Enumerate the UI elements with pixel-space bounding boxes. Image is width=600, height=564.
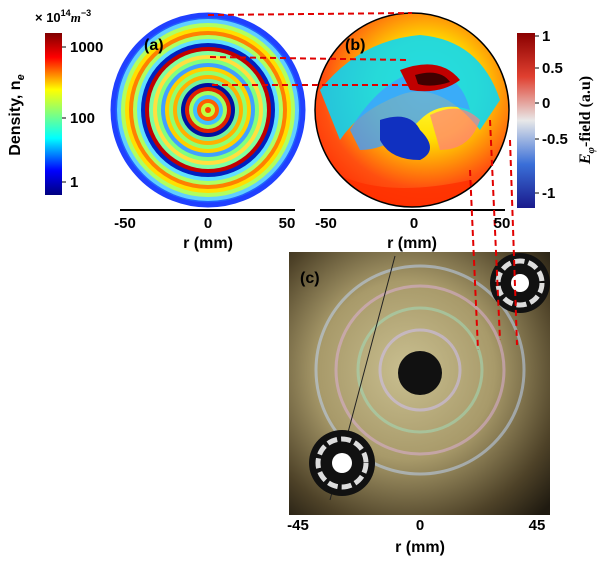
x-tick-label: -50 xyxy=(114,215,136,232)
tick-label: 0 xyxy=(542,95,550,112)
x-axis-label: r (mm) xyxy=(183,235,233,252)
colorbar-title: Eφ-field (a.u) xyxy=(577,76,597,165)
colorbar-ticks: 1 0.5 0 -0.5 -1 xyxy=(535,28,568,202)
density-map xyxy=(113,15,303,205)
tick-label: 0.5 xyxy=(542,60,563,77)
x-tick-label: -45 xyxy=(287,517,309,534)
panel-label: (a) xyxy=(144,37,164,54)
tick-label: 1000 xyxy=(70,39,103,56)
x-tick-label: 50 xyxy=(494,215,511,232)
field-map xyxy=(310,10,520,210)
tick-label: 100 xyxy=(70,110,95,127)
x-axis-label: r (mm) xyxy=(387,235,437,252)
figure: 10001001 × 1014m−3 Density, ne (a) (b) 1… xyxy=(0,0,600,559)
x-tick-label: 0 xyxy=(410,215,418,232)
tick-label: 1 xyxy=(542,28,550,45)
tick-label: 1 xyxy=(70,174,78,191)
x-tick-label: 50 xyxy=(279,215,296,232)
ring xyxy=(205,107,211,113)
panel-label: (c) xyxy=(300,270,320,287)
tick-label: -1 xyxy=(542,185,555,202)
x-axis-label: r (mm) xyxy=(395,539,445,556)
panel-label: (b) xyxy=(345,37,365,54)
x-tick-label: 0 xyxy=(204,215,212,232)
unit-label: × 1014m−3 xyxy=(35,8,91,25)
colorbar-ticks: 1000 100 1 xyxy=(62,39,103,191)
tick-label: -0.5 xyxy=(542,131,568,148)
x-tick-label: -50 xyxy=(315,215,337,232)
x-tick-label: 0 xyxy=(416,517,424,534)
x-tick-label: 45 xyxy=(529,517,546,534)
colorbar xyxy=(45,33,62,195)
colorbar xyxy=(517,33,535,208)
colorbar-title: Density, ne xyxy=(7,74,27,155)
photo xyxy=(289,252,550,515)
